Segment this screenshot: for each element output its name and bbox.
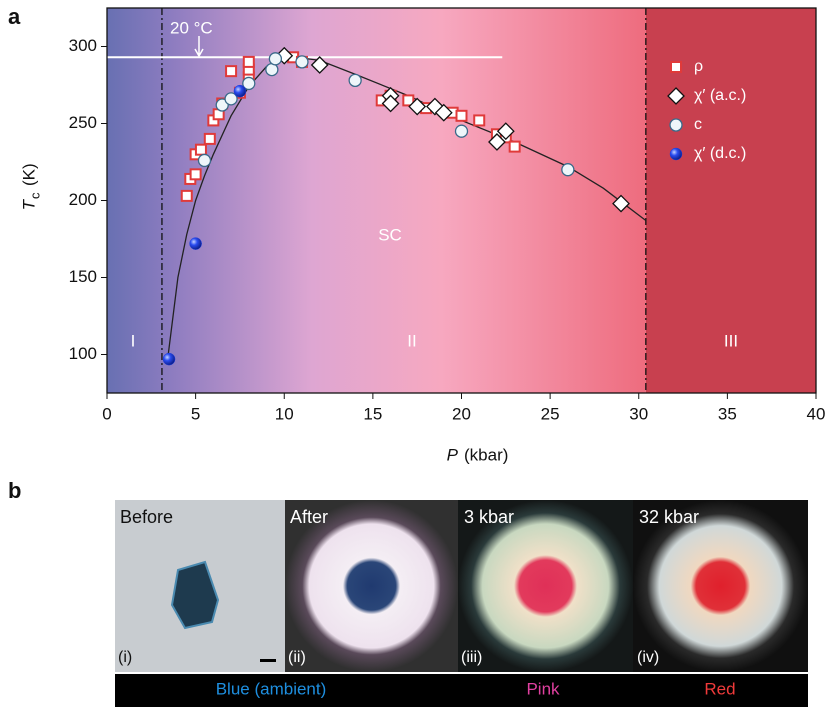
y-tick-label: 250: [69, 113, 97, 132]
photo: [633, 500, 808, 672]
data-point: [189, 168, 202, 181]
data-point: [242, 55, 255, 68]
photo-title: 3 kbar: [464, 507, 514, 527]
data-point: [215, 98, 229, 112]
y-axis-label-symbol: T: [19, 198, 38, 210]
data-point: [242, 76, 256, 91]
y-tick-label: 150: [69, 267, 97, 286]
x-tick-label: 40: [807, 404, 826, 423]
x-tick-label: 5: [191, 404, 200, 423]
data-point: [455, 109, 468, 122]
color-label: Red: [704, 679, 735, 698]
photo: [458, 500, 633, 672]
data-point: [454, 124, 469, 138]
photo-title: Before: [120, 507, 173, 527]
x-tick-label: 0: [102, 404, 111, 423]
x-tick-label: 35: [718, 404, 737, 423]
data-point: [612, 194, 630, 213]
plot-area: 0 5 10 15 20 25 30 35 40 100 150 200 250 300 ρ χ′ (a.c.…: [69, 7, 826, 423]
photo-title: 32 kbar: [639, 507, 699, 527]
scale-bar: [260, 659, 276, 662]
data-point: [189, 237, 202, 250]
data-point: [434, 103, 453, 122]
legend-entry: ρ: [670, 58, 703, 75]
photo-index: (iv): [637, 649, 659, 666]
data-point: [225, 65, 238, 78]
legend-marker: [669, 118, 683, 132]
y-tick-label: 300: [69, 36, 97, 55]
panel-letter: b: [8, 478, 21, 503]
photo-index: (iii): [461, 649, 482, 666]
data-point: [310, 56, 329, 74]
data-point: [268, 52, 283, 66]
data-point: [473, 114, 486, 127]
legend-marker: [669, 147, 683, 161]
data-point: [197, 153, 212, 168]
color-bar: [115, 674, 808, 707]
data-point: [224, 92, 238, 106]
photo: [285, 500, 458, 672]
legend-entry: χ′ (d.c.): [669, 145, 746, 162]
data-point: [488, 133, 506, 151]
legend-marker: [667, 87, 685, 105]
data-point: [402, 94, 415, 107]
photo-index: (i): [118, 649, 132, 666]
data-point: [194, 143, 207, 156]
data-point: [561, 163, 575, 177]
data-point: [203, 132, 216, 145]
y-axis-label: T c (K): [19, 163, 42, 210]
data-point: [496, 122, 515, 141]
legend-label: c: [694, 116, 702, 133]
color-label: Pink: [526, 679, 560, 698]
x-tick-label: 20: [452, 404, 471, 423]
x-axis-label: (kbar): [464, 445, 508, 464]
phase-label: SC: [378, 225, 402, 244]
data-point: [295, 55, 309, 69]
legend-entry: c: [669, 116, 702, 133]
region-label: I: [131, 331, 136, 350]
photo-title: After: [290, 507, 328, 527]
y-tick-label: 200: [69, 190, 97, 209]
legend-label: χ′ (a.c.): [694, 87, 746, 104]
y-axis-label-unit: (K): [19, 163, 38, 186]
legend-label: ρ: [694, 58, 703, 75]
photos: [115, 500, 808, 707]
x-tick-label: 30: [629, 404, 648, 423]
x-tick-label: 15: [363, 404, 382, 423]
crystal: [170, 560, 220, 630]
annotation: 20 °C: [170, 18, 213, 37]
arrow: [194, 36, 204, 58]
region-label: II: [407, 331, 416, 350]
legend-marker: [670, 61, 682, 73]
y-tick-label: 100: [69, 344, 97, 363]
color-label: Blue (ambient): [216, 679, 327, 698]
panel-letter: a: [8, 4, 21, 29]
data-point: [381, 94, 400, 113]
data-point: [508, 140, 521, 153]
region-label: III: [724, 331, 738, 350]
data-point: [180, 189, 193, 202]
data-point: [408, 97, 427, 116]
data-point: [425, 97, 444, 116]
x-tick-label: 25: [541, 404, 560, 423]
x-axis-label: P: [447, 445, 459, 464]
y-axis-label-subscript: c: [27, 192, 42, 199]
x-tick-label: 10: [275, 404, 294, 423]
data-point: [233, 84, 247, 98]
data-point: [162, 352, 176, 366]
photo-index: (ii): [288, 649, 306, 666]
legend-label: χ′ (d.c.): [694, 145, 746, 162]
legend-entry: χ′ (a.c.): [667, 87, 746, 105]
background: [107, 8, 646, 393]
data-point: [348, 73, 362, 88]
